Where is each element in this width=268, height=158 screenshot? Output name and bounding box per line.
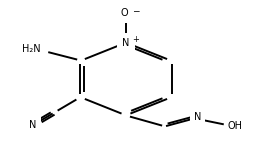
Text: H₂N: H₂N <box>22 44 40 54</box>
Text: +: + <box>132 35 139 44</box>
Text: OH: OH <box>228 121 243 131</box>
Text: −: − <box>132 6 139 15</box>
Text: N: N <box>194 112 201 122</box>
Text: N: N <box>29 120 37 130</box>
Text: N: N <box>122 38 130 48</box>
Text: O: O <box>121 8 128 18</box>
